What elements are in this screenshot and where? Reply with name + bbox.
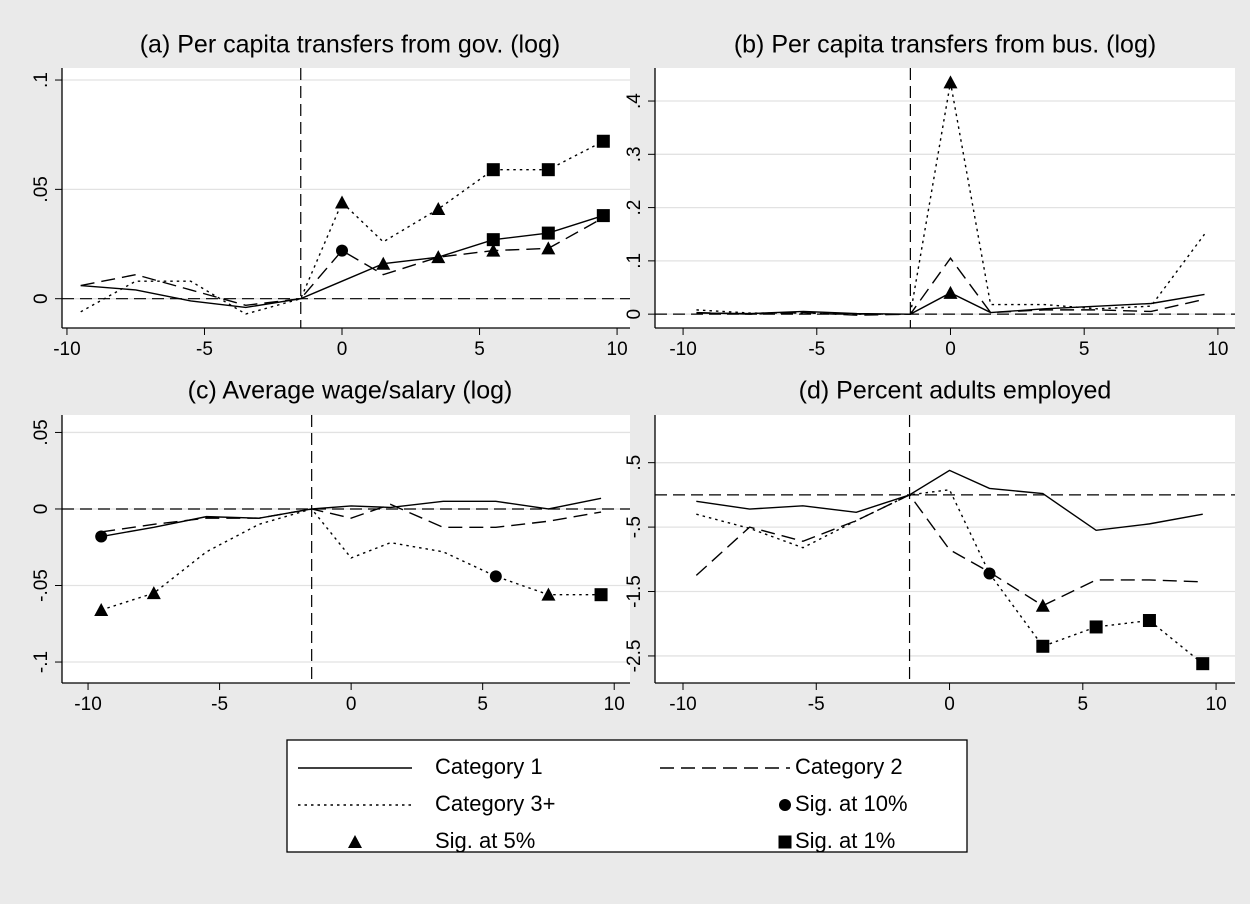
x-tick-label: -5 <box>808 694 825 715</box>
marker-triangle <box>431 202 446 216</box>
marker-circle <box>983 567 996 580</box>
legend-label: Category 2 <box>795 754 903 779</box>
marker-square <box>1142 614 1156 628</box>
marker-square <box>541 226 555 240</box>
marker-square <box>1089 620 1103 634</box>
y-tick-label: .05 <box>31 419 52 445</box>
x-tick-label: 0 <box>945 339 956 360</box>
x-tick-label: -10 <box>669 694 696 715</box>
marker-triangle <box>1035 598 1050 612</box>
panel: (c) Average wage/salary (log) -.1 -.05 0 .05… <box>31 377 630 715</box>
x-tick-label: 0 <box>337 339 348 360</box>
marker-square <box>596 209 610 223</box>
x-tick-label: -5 <box>808 339 825 360</box>
marker-square <box>541 163 555 177</box>
legend-label: Category 1 <box>435 754 543 779</box>
marker-triangle <box>431 250 446 264</box>
x-tick-label: 5 <box>1078 694 1089 715</box>
legend-label: Category 3+ <box>435 791 555 816</box>
legend-label: Sig. at 5% <box>435 828 535 853</box>
y-tick-label: 0 <box>31 504 52 515</box>
marker-triangle <box>541 241 556 255</box>
series-line <box>100 508 602 611</box>
marker-triangle <box>943 75 958 89</box>
x-tick-label: 10 <box>1206 694 1227 715</box>
panel-title: (b) Per capita transfers from bus. (log) <box>734 31 1156 59</box>
x-tick-label: -5 <box>211 694 228 715</box>
marker-triangle <box>348 835 362 848</box>
marker-triangle <box>376 256 391 270</box>
x-tick-label: 5 <box>474 339 485 360</box>
x-tick-label: 0 <box>346 694 357 715</box>
marker-square <box>486 233 500 247</box>
y-tick-label: .2 <box>624 200 645 216</box>
marker-circle <box>489 570 502 583</box>
panel-title: (a) Per capita transfers from gov. (log) <box>140 31 561 59</box>
series-line <box>695 494 1203 607</box>
marker-triangle <box>335 195 350 209</box>
legend-box <box>286 739 968 853</box>
panel: (b) Per capita transfers from bus. (log)… <box>624 31 1235 360</box>
legend-label: Sig. at 10% <box>795 791 908 816</box>
legend-label: Sig. at 1% <box>795 828 895 853</box>
x-tick-label: 10 <box>604 694 625 715</box>
panel: (a) Per capita transfers from gov. (log)… <box>31 31 630 360</box>
marker-circle <box>779 799 791 811</box>
plot-area <box>62 68 630 328</box>
series-line <box>696 257 1205 316</box>
panel-title: (c) Average wage/salary (log) <box>188 377 513 405</box>
x-tick-label: -10 <box>53 339 80 360</box>
y-tick-label: -.1 <box>31 651 52 673</box>
x-tick-label: -10 <box>74 694 101 715</box>
panel-title: (d) Percent adults employed <box>799 377 1112 405</box>
x-tick-label: 10 <box>607 339 628 360</box>
marker-square <box>778 835 792 849</box>
y-tick-label: .4 <box>624 93 645 109</box>
series-line <box>696 469 1203 532</box>
x-tick-label: -5 <box>196 339 213 360</box>
y-tick-label: -.05 <box>31 569 52 602</box>
y-tick-label: .3 <box>624 146 645 162</box>
legend: Category 1 Category 2 Category 3+ Sig. at 1… <box>286 739 968 853</box>
y-tick-label: .1 <box>624 253 645 269</box>
x-tick-label: 0 <box>944 694 955 715</box>
marker-triangle <box>541 587 556 601</box>
y-tick-label: .5 <box>624 455 645 471</box>
series-line <box>101 503 602 533</box>
marker-square <box>596 134 610 148</box>
x-tick-label: -10 <box>669 339 696 360</box>
marker-square <box>594 588 608 602</box>
y-tick-label: -.5 <box>624 516 645 538</box>
series-line <box>80 140 604 315</box>
x-tick-label: 10 <box>1207 339 1228 360</box>
marker-triangle <box>943 285 958 299</box>
marker-square <box>1196 657 1210 671</box>
marker-circle <box>95 530 108 543</box>
plot-area <box>62 415 630 683</box>
plot-area <box>655 415 1235 683</box>
marker-square <box>486 163 500 177</box>
x-tick-label: 5 <box>1079 339 1090 360</box>
series-line <box>80 217 604 306</box>
marker-circle <box>336 244 349 257</box>
y-tick-label: -2.5 <box>624 640 645 673</box>
marker-square <box>1036 639 1050 653</box>
y-tick-label: 0 <box>31 293 52 304</box>
x-tick-label: 5 <box>477 694 488 715</box>
marker-triangle <box>146 586 161 600</box>
y-tick-label: .05 <box>31 176 52 202</box>
panel: (d) Percent adults employed -2.5 -1.5 -.5 .5… <box>624 377 1235 715</box>
plot-area <box>655 68 1235 328</box>
y-tick-label: .1 <box>31 72 52 88</box>
series-line <box>696 488 1204 665</box>
marker-triangle <box>486 243 501 257</box>
series-line <box>80 214 604 309</box>
marker-triangle <box>94 602 109 616</box>
y-tick-label: 0 <box>624 309 645 320</box>
y-tick-label: -1.5 <box>624 575 645 608</box>
